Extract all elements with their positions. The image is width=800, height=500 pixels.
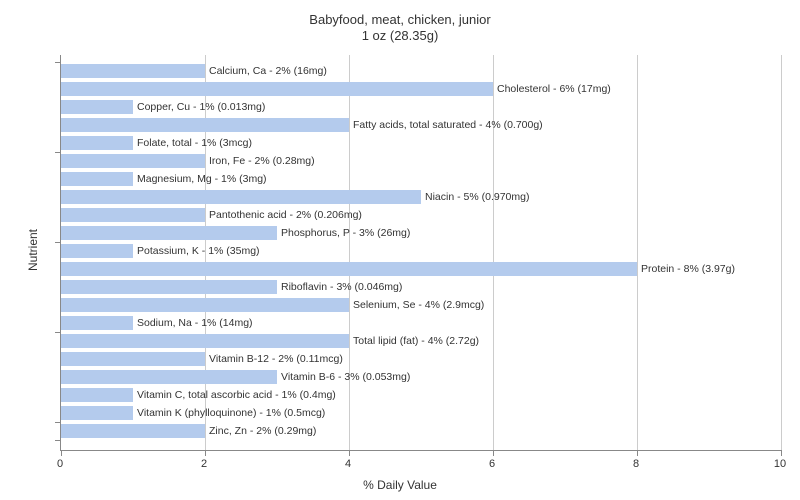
nutrient-bar [61,424,205,438]
nutrient-bar [61,172,133,186]
nutrient-label: Magnesium, Mg - 1% (3mg) [133,172,267,186]
grid-line [781,55,782,450]
nutrient-row: Folate, total - 1% (3mcg) [61,136,781,150]
x-tick-label: 4 [345,458,351,470]
nutrient-bar [61,316,133,330]
nutrient-bar [61,136,133,150]
nutrient-bar [61,118,349,132]
nutrient-row: Vitamin C, total ascorbic acid - 1% (0.4… [61,388,781,402]
nutrient-row: Potassium, K - 1% (35mg) [61,244,781,258]
nutrient-label: Selenium, Se - 4% (2.9mcg) [349,298,484,312]
nutrient-row: Calcium, Ca - 2% (16mg) [61,64,781,78]
x-tick-label: 2 [201,458,207,470]
y-tick [55,152,61,153]
nutrient-label: Phosphorus, P - 3% (26mg) [277,226,410,240]
nutrient-row: Cholesterol - 6% (17mg) [61,82,781,96]
nutrient-row: Vitamin B-6 - 3% (0.053mg) [61,370,781,384]
nutrient-row: Pantothenic acid - 2% (0.206mg) [61,208,781,222]
nutrient-row: Magnesium, Mg - 1% (3mg) [61,172,781,186]
nutrient-row: Iron, Fe - 2% (0.28mg) [61,154,781,168]
nutrient-label: Calcium, Ca - 2% (16mg) [205,64,327,78]
nutrient-bar [61,226,277,240]
nutrient-row: Fatty acids, total saturated - 4% (0.700… [61,118,781,132]
x-tick [349,450,350,456]
nutrient-bar [61,352,205,366]
nutrient-chart: Babyfood, meat, chicken, junior 1 oz (28… [0,0,800,500]
nutrient-bar [61,82,493,96]
nutrient-label: Fatty acids, total saturated - 4% (0.700… [349,118,543,132]
nutrient-row: Copper, Cu - 1% (0.013mg) [61,100,781,114]
nutrient-label: Zinc, Zn - 2% (0.29mg) [205,424,316,438]
y-tick [55,332,61,333]
nutrient-label: Riboflavin - 3% (0.046mg) [277,280,402,294]
nutrient-label: Cholesterol - 6% (17mg) [493,82,611,96]
nutrient-label: Folate, total - 1% (3mcg) [133,136,252,150]
nutrient-label: Pantothenic acid - 2% (0.206mg) [205,208,362,222]
nutrient-label: Protein - 8% (3.97g) [637,262,735,276]
plot-area: Calcium, Ca - 2% (16mg) Cholesterol - 6% … [60,55,781,451]
nutrient-row: Zinc, Zn - 2% (0.29mg) [61,424,781,438]
nutrient-label: Iron, Fe - 2% (0.28mg) [205,154,315,168]
nutrient-bar [61,208,205,222]
nutrient-label: Potassium, K - 1% (35mg) [133,244,260,258]
x-tick [637,450,638,456]
nutrient-label: Vitamin B-6 - 3% (0.053mg) [277,370,410,384]
nutrient-label: Vitamin K (phylloquinone) - 1% (0.5mcg) [133,406,325,420]
nutrient-bar [61,406,133,420]
nutrient-label: Niacin - 5% (0.970mg) [421,190,529,204]
nutrient-bar [61,298,349,312]
x-tick [61,450,62,456]
y-axis-title: Nutrient [26,229,40,271]
nutrient-bar [61,280,277,294]
x-tick-label: 10 [774,458,786,470]
nutrient-bar [61,154,205,168]
y-tick [55,440,61,441]
nutrient-row: Protein - 8% (3.97g) [61,262,781,276]
chart-title-line2: 1 oz (28.35g) [0,28,800,43]
y-tick [55,242,61,243]
nutrient-label: Vitamin C, total ascorbic acid - 1% (0.4… [133,388,336,402]
nutrient-row: Total lipid (fat) - 4% (2.72g) [61,334,781,348]
nutrient-row: Sodium, Na - 1% (14mg) [61,316,781,330]
x-tick [781,450,782,456]
nutrient-row: Selenium, Se - 4% (2.9mcg) [61,298,781,312]
x-tick [493,450,494,456]
nutrient-label: Sodium, Na - 1% (14mg) [133,316,253,330]
nutrient-label: Copper, Cu - 1% (0.013mg) [133,100,265,114]
nutrient-row: Vitamin K (phylloquinone) - 1% (0.5mcg) [61,406,781,420]
x-tick [205,450,206,456]
nutrient-row: Phosphorus, P - 3% (26mg) [61,226,781,240]
x-tick-label: 0 [57,458,63,470]
nutrient-bar [61,100,133,114]
nutrient-row: Riboflavin - 3% (0.046mg) [61,280,781,294]
y-tick [55,422,61,423]
nutrient-bar [61,334,349,348]
nutrient-bar [61,244,133,258]
x-tick-label: 6 [489,458,495,470]
nutrient-bar [61,64,205,78]
nutrient-bar [61,262,637,276]
x-tick-label: 8 [633,458,639,470]
x-axis-title: % Daily Value [0,478,800,492]
nutrient-bar [61,190,421,204]
nutrient-row: Niacin - 5% (0.970mg) [61,190,781,204]
y-tick [55,62,61,63]
chart-title-line1: Babyfood, meat, chicken, junior [0,12,800,27]
nutrient-label: Vitamin B-12 - 2% (0.11mcg) [205,352,343,366]
nutrient-bar [61,370,277,384]
nutrient-label: Total lipid (fat) - 4% (2.72g) [349,334,479,348]
nutrient-row: Vitamin B-12 - 2% (0.11mcg) [61,352,781,366]
nutrient-bar [61,388,133,402]
